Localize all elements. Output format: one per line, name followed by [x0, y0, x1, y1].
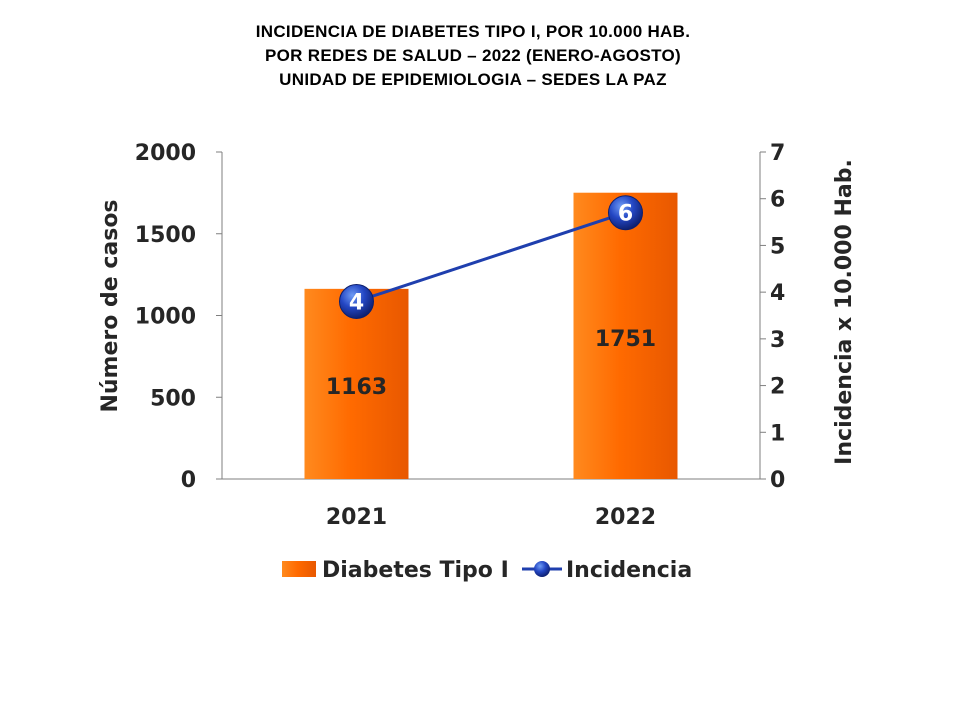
- bar-2022: [573, 192, 678, 480]
- legend-line-label: Incidencia: [566, 558, 692, 583]
- right-tick-label: 1: [770, 421, 785, 446]
- right-tick-label: 2: [770, 375, 785, 400]
- right-tick-label: 7: [770, 141, 785, 166]
- left-tick-label: 500: [150, 386, 196, 411]
- legend-line-marker: [534, 561, 550, 577]
- incidence-point-label: 6: [618, 202, 633, 227]
- left-tick-label: 1500: [135, 223, 196, 248]
- plot-area: 0 500 1000 1500 2000 0 1 2 3 4 5 6 7 1163 1751 2021 2022…: [98, 141, 857, 583]
- title-line-1: INCIDENCIA DE DIABETES TIPO I, POR 10.00…: [255, 22, 691, 41]
- left-tick-label: 1000: [135, 305, 196, 330]
- incidence-line: [356, 211, 626, 303]
- legend-bar-label: Diabetes Tipo I: [322, 558, 509, 583]
- legend-bar-swatch: [282, 561, 316, 577]
- bar-data-label: 1751: [595, 327, 656, 352]
- incidence-point: [339, 283, 374, 319]
- right-tick-label: 4: [770, 281, 785, 306]
- left-tick-label: 0: [181, 468, 196, 493]
- title-line-3: UNIDAD DE EPIDEMIOLOGIA – SEDES LA PAZ: [279, 70, 667, 89]
- incidence-point-label: 4: [349, 290, 364, 315]
- title-line-2: POR REDES DE SALUD – 2022 (ENERO-AGOSTO): [265, 46, 681, 65]
- right-tick-label: 3: [770, 328, 785, 353]
- x-tick-label: 2022: [595, 505, 656, 530]
- chart-title: INCIDENCIA DE DIABETES TIPO I, POR 10.00…: [0, 20, 946, 92]
- left-tick-label: 2000: [135, 141, 196, 166]
- y2-axis-title: Incidencia x 10.000 Hab.: [832, 159, 857, 465]
- right-tick-label: 6: [770, 188, 785, 213]
- y-axis-title: Número de casos: [98, 199, 123, 412]
- right-tick-label: 0: [770, 468, 785, 493]
- bar-data-label: 1163: [326, 375, 387, 400]
- bar-2021: [304, 288, 409, 479]
- x-tick-label: 2021: [326, 505, 387, 530]
- right-tick-label: 5: [770, 234, 785, 259]
- incidence-point: [608, 195, 643, 231]
